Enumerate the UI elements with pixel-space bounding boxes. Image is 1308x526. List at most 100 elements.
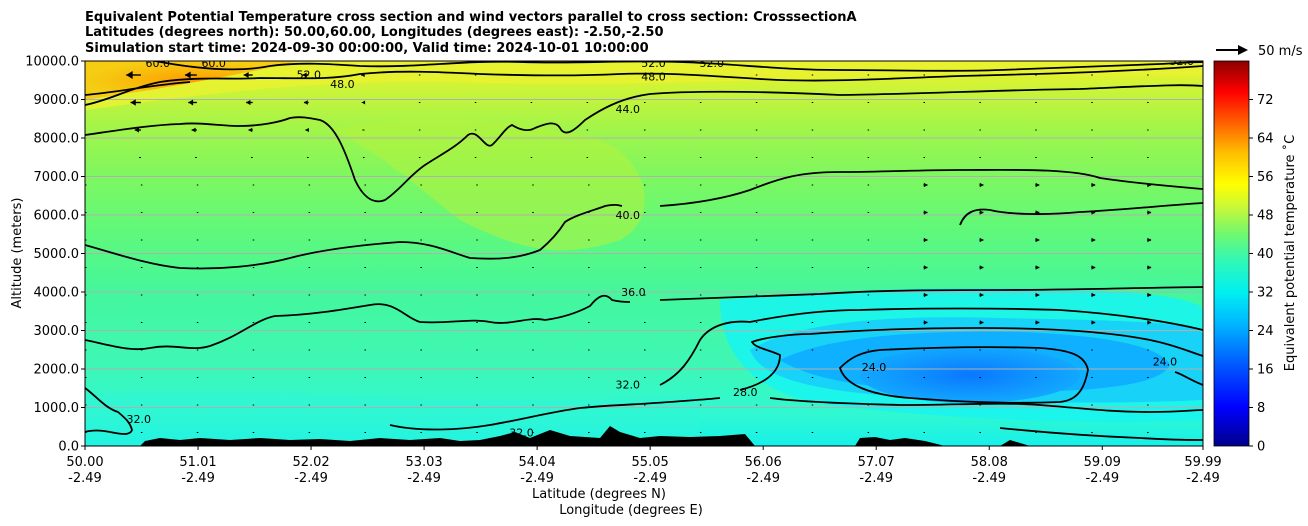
x-tick-label-lat: 52.02 <box>292 455 329 470</box>
colorbar-tick-label: 72 <box>1257 93 1274 108</box>
wind-vector-head <box>1091 237 1096 243</box>
wind-vector-head <box>134 127 139 133</box>
contour-24 <box>838 346 1089 404</box>
contour-label: 52.0 <box>699 57 724 70</box>
x-tick-label-lon: -2.49 <box>520 471 554 486</box>
wind-key: 50 m/s <box>1216 44 1303 59</box>
wind-vector-head <box>923 210 928 215</box>
colorbar-ticks: 0 8 16 24 32 40 48 56 64 72 <box>1249 93 1274 455</box>
colorbar-label: Equivalent potential temperature ˚C <box>1282 135 1298 371</box>
wind-vector-head <box>1035 292 1040 298</box>
contour-label: 44.0 <box>616 103 641 116</box>
terrain <box>140 426 1030 446</box>
colorbar-tick-label: 8 <box>1257 401 1265 416</box>
contour-label: 60.0 <box>201 57 226 70</box>
wind-vector-head <box>184 71 191 79</box>
contour-label: 24.0 <box>1153 355 1178 368</box>
contour-32a <box>85 307 1203 435</box>
y-tick-label: 8000.0 <box>34 132 80 147</box>
y-tick-label: 1000.0 <box>34 401 80 416</box>
wind-vector-head <box>1091 182 1096 188</box>
y-tick-label: 0.0 <box>58 440 79 455</box>
wind-key-label: 50 m/s <box>1258 44 1303 59</box>
wind-vector-head <box>1203 320 1207 324</box>
wind-vector-head <box>1203 183 1207 187</box>
contour-label: 52.0 <box>641 57 666 70</box>
wind-vector-head <box>979 320 984 325</box>
wind-vector-head <box>243 71 249 79</box>
y-tick-label: 4000.0 <box>34 286 80 301</box>
x-tick-label-lat: 57.07 <box>858 455 895 470</box>
colorbar-tick-label: 56 <box>1257 170 1274 185</box>
wind-vector-head <box>1147 210 1152 215</box>
wind-vector-head <box>923 320 928 325</box>
contour-label: 52.0 <box>1169 55 1194 68</box>
y-axis: 0.0 1000.0 2000.0 3000.0 4000.0 5000.0 6000.0 7… <box>25 55 85 455</box>
contour-28 <box>739 327 1203 413</box>
wind-vector-head <box>302 72 307 78</box>
x-tick-label-lon: -2.49 <box>859 471 893 486</box>
x-tick-label-lat: 54.04 <box>519 455 556 470</box>
gridlines <box>85 60 1203 447</box>
wind-vector-head <box>1035 265 1040 270</box>
contour-36 <box>85 286 1203 351</box>
contour-label: 36.0 <box>621 286 646 299</box>
x-axis-label-lon: Longitude (degrees E) <box>559 503 703 518</box>
wind-vector-head <box>1091 292 1096 298</box>
x-tick-label-lat: 51.01 <box>179 455 216 470</box>
x-axis-label-lat: Latitude (degrees N) <box>532 487 666 502</box>
x-tick-label-lon: -2.49 <box>68 471 102 486</box>
colorbar-tick-label: 48 <box>1257 209 1274 224</box>
colorbar-tick-label: 16 <box>1257 363 1274 378</box>
colorbar-tick-label: 64 <box>1257 132 1274 147</box>
colorbar: 0 8 16 24 32 40 48 56 64 72 Equivalent potential … <box>1213 60 1298 455</box>
wind-vector-head <box>303 100 308 105</box>
wind-vector-head <box>979 210 984 215</box>
contour-label: 40.0 <box>616 209 641 222</box>
contour-label: 32.0 <box>509 427 534 440</box>
contour-label: 32.0 <box>126 413 151 426</box>
wind-vector-head <box>1147 292 1152 298</box>
wind-vector-head <box>130 99 136 106</box>
x-tick-label-lon: -2.49 <box>633 471 667 486</box>
colorbar-gradient <box>1213 60 1250 447</box>
x-tick-label-lat: 55.05 <box>632 455 669 470</box>
x-tick-label-lat: 59.09 <box>1084 455 1121 470</box>
wind-vector-head <box>126 71 133 79</box>
y-tick-label: 10000.0 <box>25 55 79 70</box>
y-tick-label: 9000.0 <box>34 93 80 108</box>
wind-vector-head <box>1091 265 1096 270</box>
contour-32b <box>389 397 1203 441</box>
contour-48 <box>85 65 1203 106</box>
y-axis-label: Altitude (meters) <box>10 198 25 309</box>
wind-vector-head <box>1147 265 1152 270</box>
wind-vector-head <box>923 265 928 270</box>
wind-vector-head <box>979 182 984 188</box>
x-tick-label-lat: 56.06 <box>745 455 782 470</box>
contour-label: 48.0 <box>641 70 666 83</box>
wind-vector-head <box>1147 320 1152 325</box>
x-tick-label-lat: 59.99 <box>1184 455 1221 470</box>
contour-label-layer: 60.0 60.052.048.052.048.052.0 52.044.040.0… <box>126 55 1194 440</box>
y-tick-label: 6000.0 <box>34 209 80 224</box>
x-tick-label-lat: 50.00 <box>66 455 103 470</box>
wind-vector-head <box>979 265 984 270</box>
x-tick-label-lon: -2.49 <box>181 471 215 486</box>
colorbar-tick-label: 40 <box>1257 247 1274 262</box>
y-tick-label: 2000.0 <box>34 363 80 378</box>
contour-40 <box>85 168 1203 270</box>
wind-vector-head <box>1147 237 1152 243</box>
wind-vector-head <box>1203 210 1207 214</box>
wind-vector-head <box>246 99 251 106</box>
x-tick-label-lat: 53.03 <box>405 455 442 470</box>
x-tick-label-lat: 58.08 <box>971 455 1008 470</box>
wind-key-arrowhead <box>1238 45 1248 55</box>
x-tick-label-lon: -2.49 <box>1085 471 1119 486</box>
y-tick-label: 7000.0 <box>34 170 80 185</box>
x-tick-label-lon: -2.49 <box>407 471 441 486</box>
wind-vector-head <box>1203 293 1207 297</box>
wind-vector-head <box>1035 237 1040 243</box>
x-tick-label-lon: -2.49 <box>746 471 780 486</box>
contour-44 <box>85 81 1203 203</box>
wind-vector-head <box>305 127 309 133</box>
